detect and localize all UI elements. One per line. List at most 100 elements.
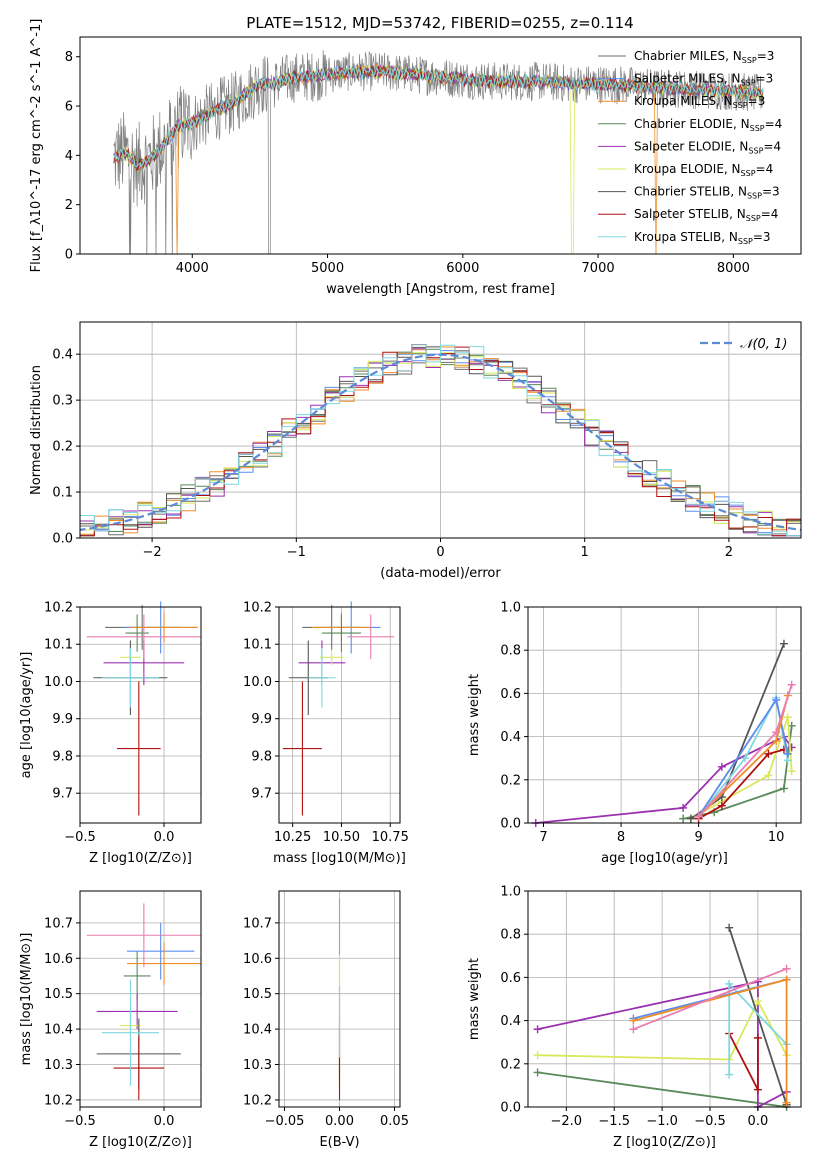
y-tick-label: 9.7 xyxy=(52,787,73,802)
x-tick-label: −2.0 xyxy=(551,1114,583,1129)
y-tick-label: 0.2 xyxy=(500,1057,521,1072)
y-tick-label: 10.2 xyxy=(44,1093,73,1108)
weight-marker xyxy=(533,1051,542,1060)
y-tick-label: 10.7 xyxy=(243,916,272,931)
weight-marker xyxy=(533,1025,542,1034)
weight-marker xyxy=(753,997,762,1006)
weight_vs_age-content xyxy=(531,639,796,827)
y-tick-label: 10.7 xyxy=(44,916,73,931)
weight-marker xyxy=(782,1098,791,1107)
y-tick-label: 10.4 xyxy=(243,1023,272,1038)
y-tick-label: 0.8 xyxy=(500,928,521,943)
weight-marker xyxy=(694,812,703,821)
legend-label: Kroupa ELODIE, NSSP=4 xyxy=(634,162,773,178)
x-tick-label: 7000 xyxy=(582,261,615,276)
legend-label: Salpeter ELODIE, NSSP=4 xyxy=(634,139,781,155)
model-line-9 xyxy=(113,65,764,168)
legend-subscript: SSP xyxy=(746,214,761,223)
y-tick-label: 0.4 xyxy=(52,348,73,363)
weight-marker xyxy=(533,1068,542,1077)
weight-marker xyxy=(753,1085,762,1094)
x-axis-label: mass [log10(M/M⊙)] xyxy=(273,851,406,866)
x-axis-label: Z [log10(Z/Z⊙)] xyxy=(89,851,192,866)
plot-frame xyxy=(79,890,202,1108)
y-tick-label: 9.8 xyxy=(251,749,272,764)
y-axis-label: mass weight xyxy=(467,674,482,756)
weight-marker xyxy=(679,803,688,812)
legend-subscript: SSP xyxy=(748,146,763,155)
errorbar-point xyxy=(123,951,151,1001)
x-tick-label: 10.50 xyxy=(323,830,360,845)
x-tick-label: 0.0 xyxy=(154,830,175,845)
weight_vs_Z-frame: −2.0 −1.5 −1.0 −0.5 0.0 0.0 0.2 0.4 0.6 0.8 1.0 Z [… xyxy=(467,885,802,1150)
weight-marker xyxy=(717,801,726,810)
y-tick-label: 10.3 xyxy=(44,1058,73,1073)
errorbar-point xyxy=(282,681,322,816)
y-tick-label: 0.8 xyxy=(500,644,521,659)
x-axis-label: wavelength [Angstrom, rest frame] xyxy=(326,282,555,297)
weight-marker xyxy=(717,762,726,771)
weight-marker xyxy=(779,784,788,793)
weight-marker xyxy=(764,749,773,758)
errorbar-point xyxy=(321,614,361,652)
legend-suffix: =3 xyxy=(762,185,780,199)
y-tick-label: 9.8 xyxy=(52,749,73,764)
spectrum-frame: 4000 5000 6000 7000 8000 0 2 4 6 8 wavelength [Ang… xyxy=(29,19,802,297)
weight-marker xyxy=(779,639,788,648)
plot-frame xyxy=(278,606,401,824)
mass_vs_Z-content xyxy=(86,903,201,1100)
errorbar-point xyxy=(125,614,149,652)
weight-marker xyxy=(772,695,781,704)
weight-marker xyxy=(725,923,734,932)
weight_vs_age-frame: 7 8 9 10 0.0 0.2 0.4 0.6 0.8 1.0 age [log10(age/yr… xyxy=(467,601,802,866)
x-tick-label: −1.5 xyxy=(598,1114,630,1129)
y-tick-label: 9.9 xyxy=(52,712,73,727)
weight-marker xyxy=(725,979,734,988)
y-tick-label: 9.9 xyxy=(251,712,272,727)
weight-line-9 xyxy=(633,967,787,1031)
y-tick-label: 0.0 xyxy=(52,532,73,547)
age_vs_Z-frame: −0.5 0.0 9.7 9.8 9.9 10.0 10.1 10.2 Z [log10(Z/Z… xyxy=(19,601,202,866)
y-tick-label: 10.5 xyxy=(44,987,73,1002)
legend-label: Chabrier STELIB, NSSP=3 xyxy=(634,185,780,201)
x-tick-label: 0.0 xyxy=(748,1114,769,1129)
x-tick-label: −0.5 xyxy=(694,1114,726,1129)
plot-frame xyxy=(527,606,802,824)
y-tick-label: 0.2 xyxy=(52,440,73,455)
residuals-content xyxy=(80,344,801,537)
errorbar-point xyxy=(101,979,159,1086)
y-tick-label: 10.3 xyxy=(243,1058,272,1073)
legend-suffix: =3 xyxy=(757,49,775,63)
y-tick-label: 10.4 xyxy=(44,1023,73,1038)
weight-marker xyxy=(764,771,773,780)
weight_vs_Z-content xyxy=(533,923,791,1111)
x-tick-label: 4000 xyxy=(176,261,209,276)
x-tick-label: 10.25 xyxy=(274,830,311,845)
errorbar-point xyxy=(130,612,198,643)
x-tick-label: 8 xyxy=(617,830,625,845)
y-tick-label: 0.6 xyxy=(500,687,521,702)
legend-subscript: SSP xyxy=(750,124,765,133)
y-tick-label: 10.6 xyxy=(243,952,272,967)
y-tick-label: 10.5 xyxy=(243,987,272,1002)
legend-label: Kroupa MILES, NSSP=3 xyxy=(634,94,765,110)
legend-label: Chabrier ELODIE, NSSP=4 xyxy=(634,117,782,133)
y-axis-label: mass weight xyxy=(467,958,482,1040)
legend-suffix: =3 xyxy=(756,72,774,86)
weight-line-5 xyxy=(698,748,785,820)
y-tick-label: 0.4 xyxy=(500,730,521,745)
y-tick-label: 10.6 xyxy=(44,952,73,967)
legend-suffix: =4 xyxy=(763,139,781,153)
x-tick-label: 8000 xyxy=(717,261,750,276)
weight-marker xyxy=(782,975,791,984)
weight-marker xyxy=(782,964,791,973)
y-tick-label: 0.4 xyxy=(500,1014,521,1029)
y-tick-label: 0 xyxy=(65,248,73,263)
x-tick-label: 2 xyxy=(725,545,733,560)
errorbar-point xyxy=(347,614,395,660)
errorbar-point xyxy=(86,903,201,968)
weight-line-5 xyxy=(728,1033,759,1091)
errorbar-point xyxy=(308,647,336,708)
y-tick-label: 4 xyxy=(65,149,73,164)
age_vs_mass-content xyxy=(282,601,395,816)
